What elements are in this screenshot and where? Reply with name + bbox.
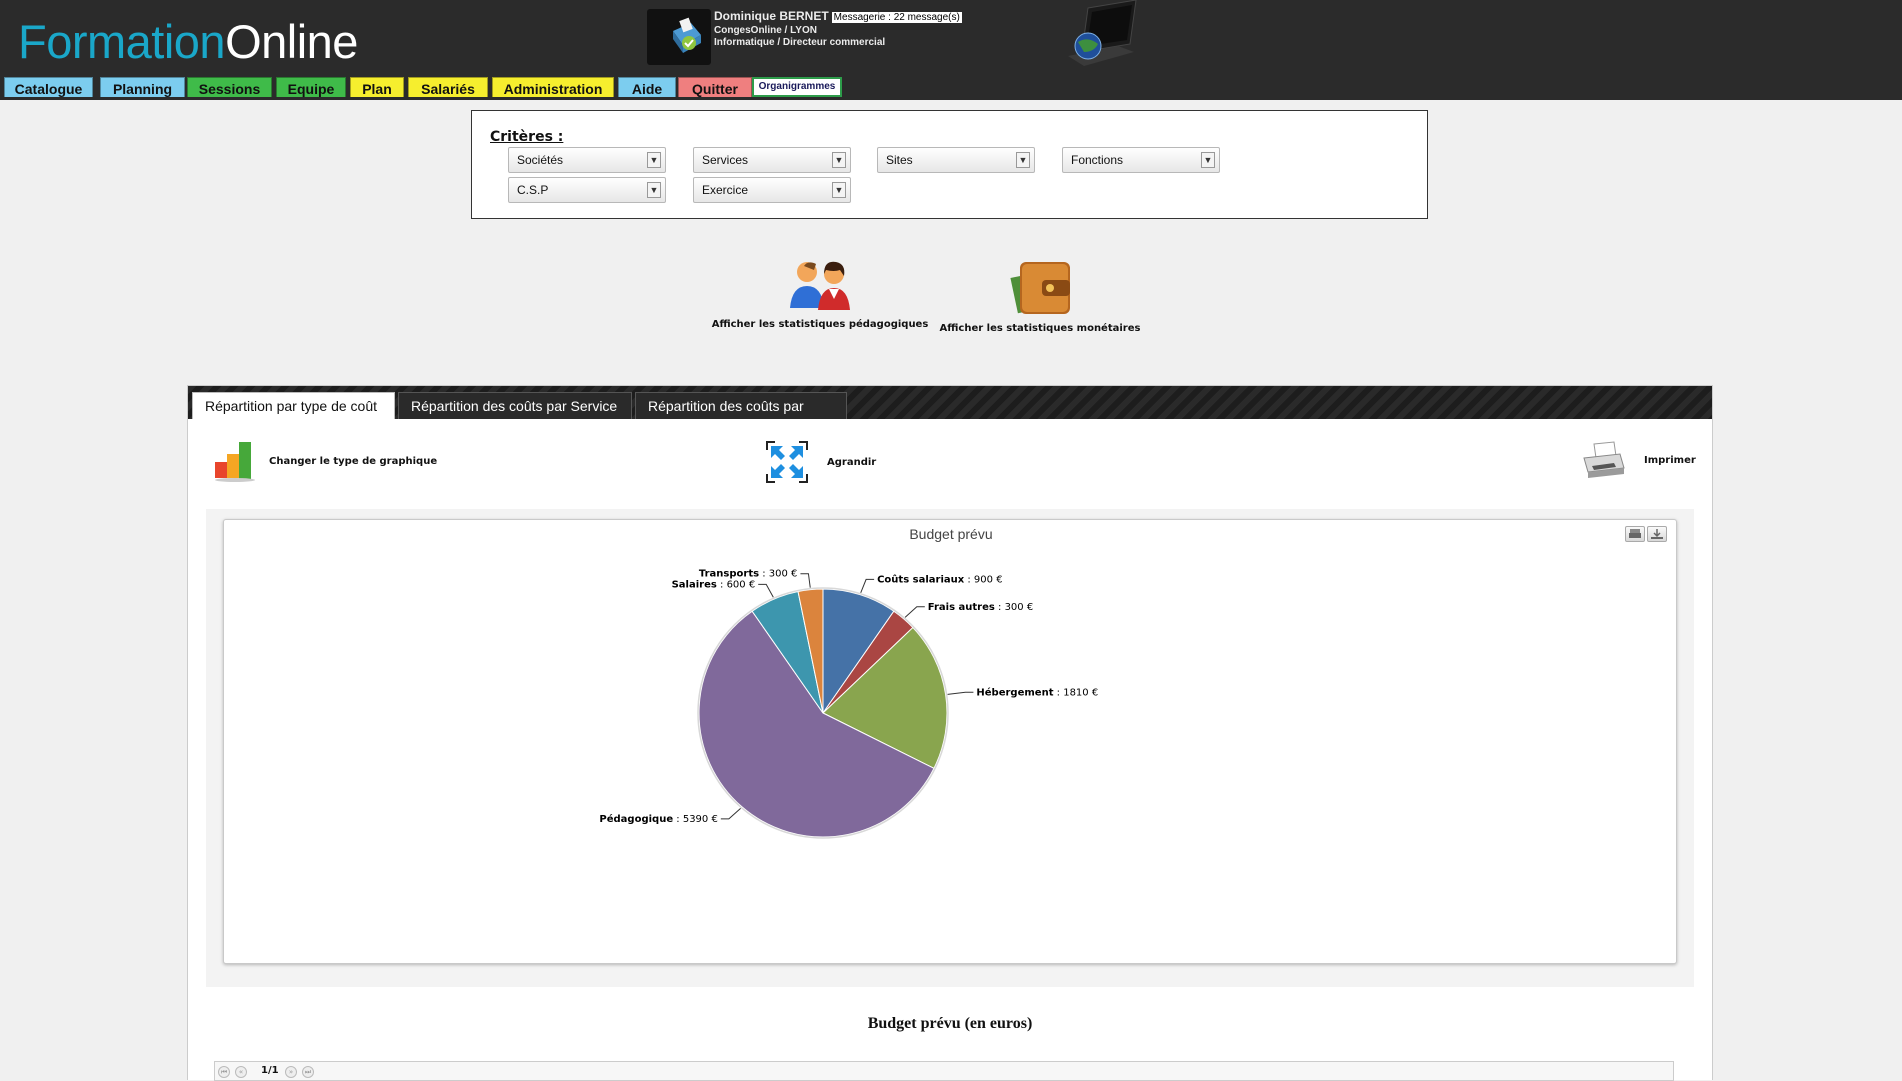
last-page-icon[interactable]: ⏭ [302, 1066, 314, 1078]
pie-label-hebergement: Hébergement : 1810 € [976, 686, 1098, 698]
pie-slice-transports[interactable] [797, 588, 824, 714]
monetary-stats-label: Afficher les statistiques monétaires [939, 323, 1141, 334]
app-logo[interactable]: FormationOnline [18, 14, 358, 70]
wallet-icon [1010, 262, 1070, 314]
table-title: Budget prévu (en euros) [867, 1015, 1033, 1032]
chart-title: Budget prévu [909, 526, 993, 542]
messages-link[interactable]: Messagerie : 22 message(s) [831, 12, 962, 23]
stats-panel: Répartition par type de coût Répartition… [187, 385, 1713, 1081]
select-services-value: Services [702, 153, 749, 167]
user-name: Dominique BERNET [714, 9, 829, 23]
tab-cost-type[interactable]: Répartition par type de coût [192, 392, 395, 419]
chart-area: Budget prévu Coûts salariaux : 900 € Frai… [206, 509, 1694, 987]
nav-administration[interactable]: Administration [492, 77, 614, 97]
pedagogic-stats-label: Afficher les statistiques pédagogiques [711, 319, 929, 330]
page-count: 1/1 [261, 1065, 279, 1076]
user-location: CongesOnline / LYON [714, 25, 817, 36]
pie-connector-salaires [758, 583, 774, 598]
nav-sessions[interactable]: Sessions [187, 77, 272, 97]
criteria-panel: Critères : Sociétés ▼ Services ▼ Sites ▼ Fo… [471, 110, 1428, 219]
desk-icon [673, 17, 701, 53]
logo-formation: Formation [18, 15, 226, 68]
chevron-down-icon: ▼ [1016, 152, 1030, 168]
bar-chart-icon [215, 442, 255, 482]
top-header: FormationOnline Dominique BERNET Messager… [0, 0, 1902, 100]
nav-planning[interactable]: Planning [100, 77, 185, 97]
select-fonctions-value: Fonctions [1071, 153, 1124, 167]
tab-cost-csp[interactable]: Répartition des coûts par CSP [635, 392, 847, 440]
pie-label-frais-autres: Frais autres : 300 € [928, 602, 1033, 613]
print-button[interactable]: Imprimer [1580, 440, 1696, 480]
pie-connector-couts-salariaux [860, 578, 875, 593]
pie-slice-pedagogique[interactable] [698, 610, 935, 838]
select-fonctions[interactable]: Fonctions ▼ [1062, 147, 1220, 173]
chevron-down-icon: ▼ [832, 182, 846, 198]
criteria-label: Critères : [490, 129, 564, 145]
select-sites-value: Sites [886, 153, 913, 167]
print-icon [1629, 529, 1641, 538]
tab-cost-service[interactable]: Répartition des coûts par Service [398, 392, 632, 419]
people-icon [790, 261, 850, 310]
chevron-down-icon: ▼ [647, 152, 661, 168]
enlarge-label: Agrandir [827, 456, 877, 468]
enlarge-button[interactable]: Agrandir [765, 440, 876, 484]
pie-connector-transports [800, 573, 811, 588]
nav-catalogue[interactable]: Catalogue [4, 77, 93, 97]
pie-chart: Coûts salariaux : 900 € Frais autres : 30… [599, 569, 1098, 839]
tab-bar: Répartition par type de coût Répartition… [188, 386, 1712, 440]
chart-export-button[interactable] [1647, 526, 1667, 542]
select-exercice-value: Exercice [702, 183, 749, 197]
laptop-globe-icon [1058, 0, 1138, 74]
nav-organigrammes[interactable]: Organigrammes [752, 77, 842, 97]
change-chart-label: Changer le type de graphique [269, 455, 438, 467]
printer-icon [1583, 441, 1625, 478]
chevron-down-icon: ▼ [647, 182, 661, 198]
select-csp[interactable]: C.S.P ▼ [508, 177, 666, 203]
expand-icon [766, 441, 808, 483]
nav-salaries[interactable]: Salariés [408, 77, 488, 97]
user-info: Dominique BERNET Messagerie : 22 message(… [714, 9, 962, 49]
first-page-icon[interactable]: ⏮ [218, 1066, 230, 1078]
select-exercice[interactable]: Exercice ▼ [693, 177, 851, 203]
select-sites[interactable]: Sites ▼ [877, 147, 1035, 173]
pie-connector-hebergement [947, 691, 974, 695]
nav-equipe[interactable]: Equipe [276, 77, 346, 97]
chart-container: Budget prévu Coûts salariaux : 900 € Frai… [223, 519, 1677, 964]
select-csp-value: C.S.P [517, 183, 549, 197]
pager: ⏮ « 1/1 » ⏭ [214, 1061, 1674, 1081]
pie-connector-pedagogique [720, 807, 741, 820]
pie-slice-hebergement[interactable] [822, 626, 948, 770]
pie-label-pedagogique: Pédagogique : 5390 € [599, 813, 717, 825]
pie-outline [697, 587, 949, 839]
pie-label-couts-salariaux: Coûts salariaux : 900 € [877, 573, 1002, 585]
print-label: Imprimer [1644, 454, 1696, 466]
pedagogic-stats-button[interactable]: Afficher les statistiques pédagogiques [710, 256, 930, 330]
pie-label-transports: Transports : 300 € [699, 569, 798, 580]
logo-online: Online [225, 15, 358, 68]
chevron-down-icon: ▼ [1201, 152, 1215, 168]
pie-label-salaires: Salaires : 600 € [672, 579, 756, 590]
download-icon [1651, 529, 1663, 539]
monetary-stats-button[interactable]: Afficher les statistiques monétaires [930, 256, 1150, 334]
pie-slice-couts-salariaux[interactable] [822, 588, 895, 715]
prev-page-icon[interactable]: « [235, 1066, 247, 1078]
nav-quitter[interactable]: Quitter [678, 77, 752, 97]
chart-print-button[interactable] [1625, 526, 1645, 542]
user-role: Informatique / Directeur commercial [714, 37, 886, 48]
nav-aide[interactable]: Aide [618, 77, 676, 97]
chevron-down-icon: ▼ [832, 152, 846, 168]
select-services[interactable]: Services ▼ [693, 147, 851, 173]
nav-plan[interactable]: Plan [350, 77, 404, 97]
user-avatar [647, 9, 711, 65]
change-chart-button[interactable]: Changer le type de graphique [213, 440, 437, 482]
select-societes-value: Sociétés [517, 153, 564, 167]
next-page-icon[interactable]: » [285, 1066, 297, 1078]
select-societes[interactable]: Sociétés ▼ [508, 147, 666, 173]
pie-connector-frais-autres [904, 606, 925, 618]
